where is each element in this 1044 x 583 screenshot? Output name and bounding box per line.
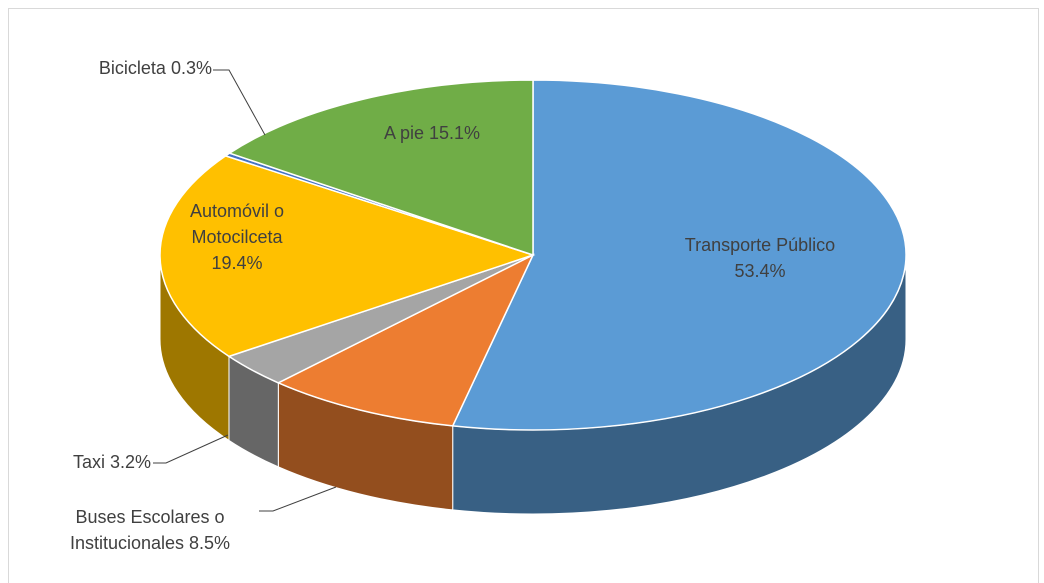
category-label: Buses Escolares o Institucionales — [69, 507, 225, 553]
data-label: Transporte Público 53.4% — [680, 232, 840, 284]
chart-border — [8, 8, 1039, 583]
category-label: A pie — [383, 123, 424, 143]
data-label: Taxi 3.2% — [73, 449, 151, 475]
category-label: Bicicleta — [98, 58, 166, 78]
category-label: Transporte Público — [684, 235, 836, 255]
data-label: Buses Escolares o Institucionales 8.5% — [64, 504, 236, 556]
slice — [276, 253, 535, 427]
tops — [159, 79, 907, 431]
leader-line — [213, 69, 266, 136]
category-label: Automóvil o Motocilceta — [189, 201, 285, 247]
category-label: Taxi — [72, 452, 105, 472]
walls — [159, 254, 907, 515]
leader-line — [259, 486, 337, 512]
data-label: Bicicleta 0.3% — [99, 55, 212, 81]
leader-line — [153, 434, 229, 464]
value-label: 3.2% — [109, 452, 151, 472]
slice — [451, 79, 907, 431]
slice — [159, 155, 536, 358]
data-label: A pie 15.1% — [384, 120, 480, 146]
value-label: 19.4% — [211, 253, 263, 273]
value-label: 0.3% — [170, 58, 212, 78]
value-label: 53.4% — [734, 261, 786, 281]
value-label: 8.5% — [189, 533, 231, 553]
leader-lines — [153, 69, 337, 512]
data-label: Automóvil o Motocilceta 19.4% — [172, 198, 302, 276]
slice — [227, 79, 534, 257]
value-label: 15.1% — [429, 123, 481, 143]
